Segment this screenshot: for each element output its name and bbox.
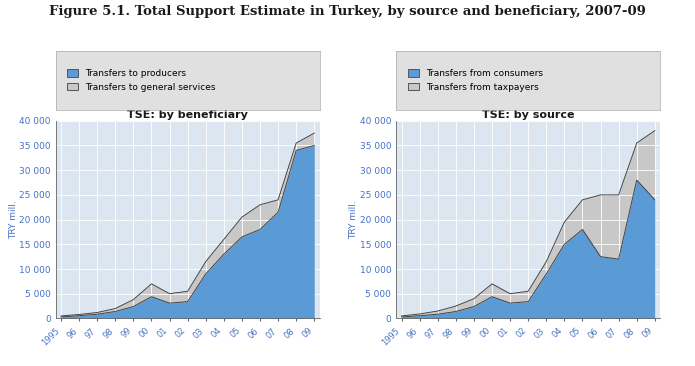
Y-axis label: TRY mill.: TRY mill. xyxy=(9,200,18,239)
Legend: Transfers from consumers, Transfers from taxpayers: Transfers from consumers, Transfers from… xyxy=(403,65,548,96)
Legend: Transfers to producers, Transfers to general services: Transfers to producers, Transfers to gen… xyxy=(63,65,220,96)
Y-axis label: TRY mill.: TRY mill. xyxy=(350,200,359,239)
Title: TSE: by beneficiary: TSE: by beneficiary xyxy=(127,110,248,120)
Title: TSE: by source: TSE: by source xyxy=(482,110,575,120)
Text: Figure 5.1. Total Support Estimate in Turkey, by source and beneficiary, 2007-09: Figure 5.1. Total Support Estimate in Tu… xyxy=(49,5,646,19)
